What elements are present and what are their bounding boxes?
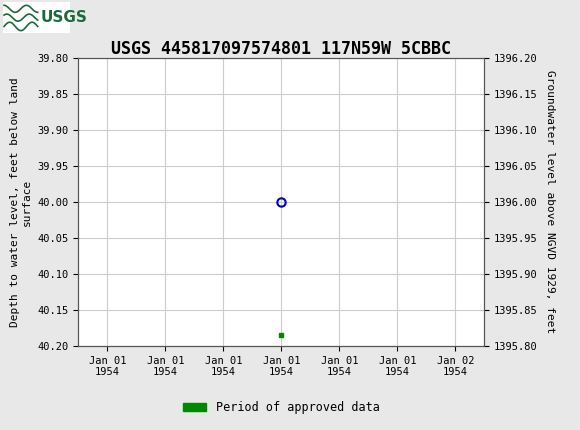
Bar: [3, 2, 70, 33]
Legend: Period of approved data: Period of approved data: [178, 396, 385, 419]
Y-axis label: Depth to water level, feet below land
surface: Depth to water level, feet below land su…: [10, 77, 32, 327]
Text: USGS 445817097574801 117N59W 5CBBC: USGS 445817097574801 117N59W 5CBBC: [111, 40, 451, 58]
Y-axis label: Groundwater level above NGVD 1929, feet: Groundwater level above NGVD 1929, feet: [545, 71, 554, 334]
Text: USGS: USGS: [41, 10, 88, 25]
